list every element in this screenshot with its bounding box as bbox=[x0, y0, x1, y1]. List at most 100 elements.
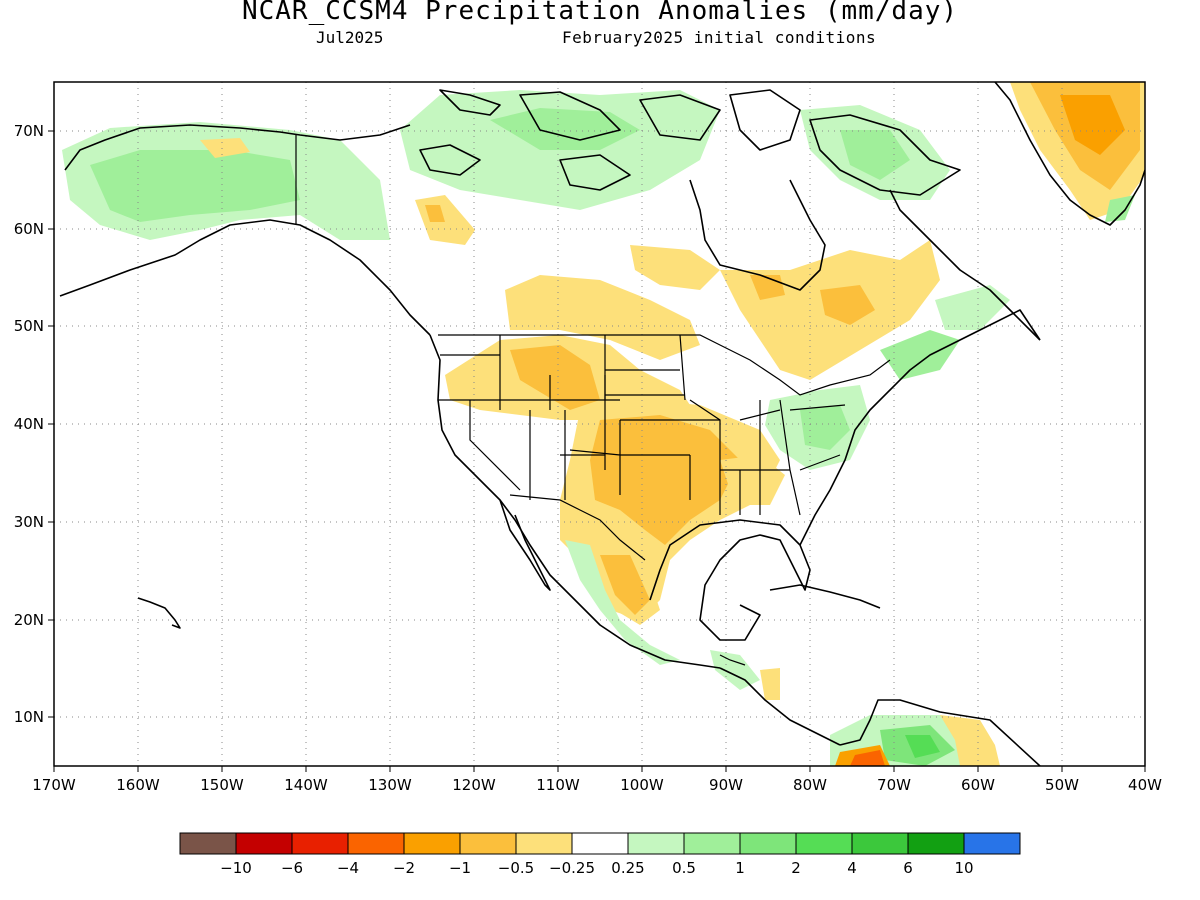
lon-label-140w: 140W bbox=[284, 776, 328, 794]
anomaly-greenland-wet bbox=[1105, 195, 1135, 222]
anomaly-ecuador-dry-heavy bbox=[850, 750, 885, 766]
coast-alaska bbox=[59, 219, 431, 336]
lat-label-40n: 40N bbox=[14, 415, 44, 433]
anomaly-mexico-dry-mid bbox=[600, 555, 650, 615]
map-title: NCAR_CCSM4 Precipitation Anomalies (mm/d… bbox=[241, 0, 959, 26]
coast-arctic-island-2 bbox=[519, 91, 621, 141]
coast-central-america bbox=[719, 667, 841, 746]
initial-conditions: February2025 initial conditions bbox=[562, 28, 877, 47]
colorbar-swatch-6 bbox=[515, 832, 573, 855]
colorbar-swatch-10 bbox=[739, 832, 797, 855]
colorbar-swatch-0 bbox=[179, 832, 237, 855]
colorbar-tick-label-13: 10 bbox=[954, 859, 973, 877]
colorbar-swatch-7 bbox=[571, 832, 629, 855]
axis-ticks bbox=[48, 130, 1146, 772]
border-us-canada bbox=[438, 334, 891, 396]
lat-label-60n: 60N bbox=[14, 220, 44, 238]
anomaly-field bbox=[62, 82, 1145, 766]
colorbar-tick-label-5: −0.5 bbox=[498, 859, 534, 877]
colorbar-tick-label-4: −1 bbox=[449, 859, 471, 877]
colorbar-tick-label-9: 1 bbox=[735, 859, 745, 877]
colorbar-swatch-8 bbox=[627, 832, 685, 855]
lon-label-80w: 80W bbox=[793, 776, 827, 794]
colorbar-tick-label-0: −10 bbox=[220, 859, 252, 877]
lon-label-40w: 40W bbox=[1128, 776, 1162, 794]
anomaly-gulf-dry bbox=[720, 455, 785, 505]
coast-alaska-north bbox=[64, 124, 411, 171]
colorbar-swatch-13 bbox=[907, 832, 965, 855]
coast-arctic-island-5 bbox=[419, 144, 481, 176]
border-states-east bbox=[679, 334, 846, 516]
lon-label-100w: 100W bbox=[620, 776, 664, 794]
anomaly-yukon-dry-core bbox=[425, 205, 445, 222]
anomaly-hudson-dry bbox=[630, 245, 720, 290]
lon-label-120w: 120W bbox=[452, 776, 496, 794]
coast-baja bbox=[499, 499, 551, 591]
colorbar-swatch-9 bbox=[683, 832, 741, 855]
forecast-month: Jul2025 bbox=[316, 28, 384, 47]
anomaly-arctic-wet-core bbox=[490, 108, 640, 150]
lon-label-90w: 90W bbox=[709, 776, 743, 794]
anomaly-appalachian-wet-core bbox=[800, 405, 850, 450]
coast-east bbox=[799, 309, 1041, 546]
anomaly-alaska-wet-core bbox=[90, 150, 300, 222]
coast-arctic-island-6 bbox=[559, 154, 631, 191]
anomaly-quebec-dry-mid bbox=[820, 285, 875, 325]
lon-label-60w: 60W bbox=[961, 776, 995, 794]
coast-arctic-island-1 bbox=[439, 89, 501, 116]
colorbar-tick-label-6: −0.25 bbox=[549, 859, 595, 877]
border-us-mexico bbox=[509, 494, 646, 561]
colorbar-tick-label-1: −6 bbox=[281, 859, 303, 877]
anomaly-yukon-dry bbox=[415, 195, 475, 245]
lat-label-50n: 50N bbox=[14, 317, 44, 335]
anomaly-montana-dry bbox=[510, 345, 600, 410]
colorbar bbox=[179, 832, 1021, 855]
anomaly-sierra-madre-wet bbox=[565, 540, 680, 665]
lat-label-20n: 20N bbox=[14, 611, 44, 629]
colorbar-swatch-3 bbox=[347, 832, 405, 855]
colorbar-tick-label-8: 0.5 bbox=[672, 859, 696, 877]
colorbar-swatch-1 bbox=[235, 832, 293, 855]
coast-arctic-island-3 bbox=[639, 94, 721, 141]
colorbar-tick-label-10: 2 bbox=[791, 859, 801, 877]
border-states-central bbox=[560, 335, 720, 500]
borders bbox=[295, 135, 891, 666]
coast-cuba bbox=[769, 584, 881, 609]
anomaly-atlantic-wet bbox=[935, 285, 1010, 330]
colorbar-tick-label-12: 6 bbox=[903, 859, 913, 877]
coast-hawaii bbox=[137, 597, 181, 629]
graticule bbox=[54, 82, 1145, 766]
coast-baffin-island bbox=[809, 114, 961, 196]
colorbar-swatch-12 bbox=[851, 832, 909, 855]
lon-label-160w: 160W bbox=[116, 776, 160, 794]
anomaly-baffin-wet-core bbox=[840, 130, 910, 180]
anomaly-venezuela-dry bbox=[940, 715, 1000, 766]
anomaly-prairie-dry bbox=[505, 275, 700, 360]
anomaly-colombia-wet-heavy bbox=[905, 735, 940, 758]
lon-label-50w: 50W bbox=[1045, 776, 1079, 794]
lon-label-70w: 70W bbox=[877, 776, 911, 794]
colorbar-swatch-2 bbox=[291, 832, 349, 855]
colorbar-swatch-11 bbox=[795, 832, 853, 855]
colorbar-tick-label-2: −4 bbox=[337, 859, 359, 877]
lat-label-70n: 70N bbox=[14, 122, 44, 140]
lat-label-30n: 30N bbox=[14, 513, 44, 531]
lat-label-10n: 10N bbox=[14, 708, 44, 726]
colorbar-swatch-5 bbox=[459, 832, 517, 855]
coastlines bbox=[59, 82, 1145, 766]
colorbar-tick-label-3: −2 bbox=[393, 859, 415, 877]
lon-label-130w: 130W bbox=[368, 776, 412, 794]
anomaly-alaska-dry-spot bbox=[200, 138, 250, 158]
colorbar-swatch-4 bbox=[403, 832, 461, 855]
colorbar-tick-label-11: 4 bbox=[847, 859, 857, 877]
coast-greenland bbox=[994, 82, 1145, 226]
border-mexico-central-america bbox=[719, 654, 746, 666]
coast-labrador bbox=[889, 189, 1041, 341]
colorbar-labels: −10 −6 −4 −2 −1 −0.5 −0.25 0.25 0.5 1 2 4 6 10 bbox=[220, 859, 973, 877]
lon-label-170w: 170W bbox=[32, 776, 76, 794]
coast-arctic-island-4 bbox=[729, 89, 801, 151]
coast-gulf bbox=[839, 699, 1041, 766]
coast-hudson-bay bbox=[689, 179, 826, 291]
anomaly-central-america-wet bbox=[710, 650, 760, 690]
